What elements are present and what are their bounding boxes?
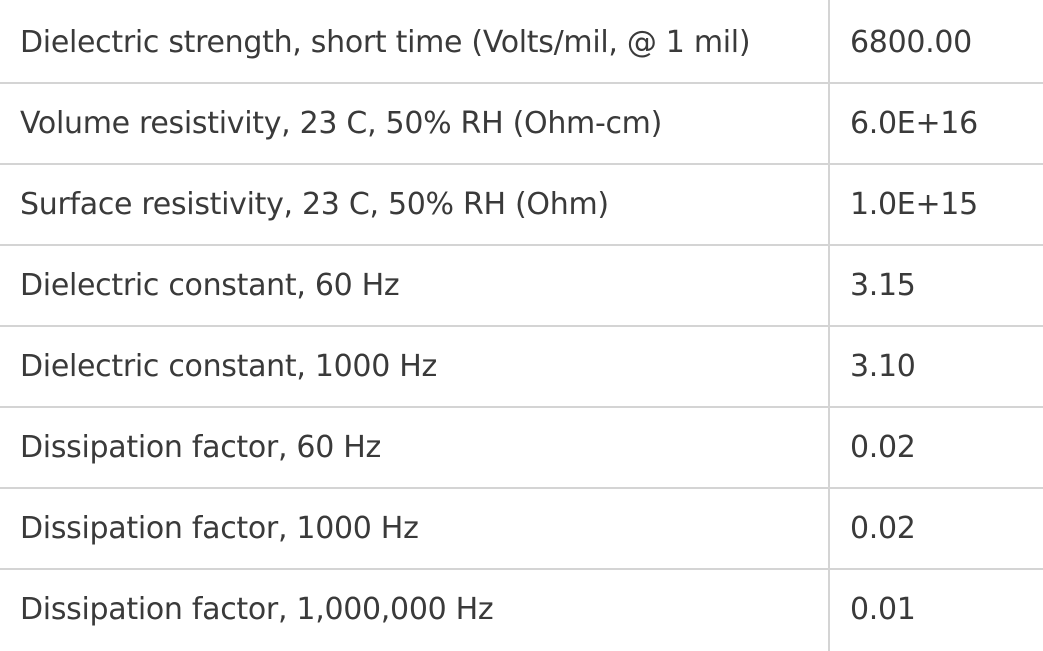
property-value: 3.15 [850,268,916,303]
table-row: Dissipation factor, 60 Hz 0.02 [0,408,1043,489]
property-value: 6.0E+16 [850,106,978,141]
property-name: Volume resistivity, 23 C, 50% RH (Ohm-cm… [20,106,663,141]
property-name: Dielectric constant, 1000 Hz [20,349,437,384]
table-row: Dissipation factor, 1,000,000 Hz 0.01 [0,570,1043,651]
property-value: 0.02 [850,430,916,465]
table-row: Dielectric strength, short time (Volts/m… [0,3,1043,84]
property-value: 0.01 [850,592,916,627]
property-name: Dielectric constant, 60 Hz [20,268,400,303]
property-name: Dielectric strength, short time (Volts/m… [20,25,751,60]
property-name: Dissipation factor, 1,000,000 Hz [20,592,494,627]
property-value: 3.10 [850,349,916,384]
table-row: Surface resistivity, 23 C, 50% RH (Ohm) 1… [0,165,1043,246]
property-name: Surface resistivity, 23 C, 50% RH (Ohm) [20,187,609,222]
table-row: Volume resistivity, 23 C, 50% RH (Ohm-cm… [0,84,1043,165]
property-value: 0.02 [850,511,916,546]
property-name: Dissipation factor, 60 Hz [20,430,381,465]
property-name: Dissipation factor, 1000 Hz [20,511,419,546]
table-row: Dissipation factor, 1000 Hz 0.02 [0,489,1043,570]
property-value: 6800.00 [850,25,972,60]
table-row: Dielectric constant, 60 Hz 3.15 [0,246,1043,327]
property-value: 1.0E+15 [850,187,978,222]
table-row: Dielectric constant, 1000 Hz 3.10 [0,327,1043,408]
